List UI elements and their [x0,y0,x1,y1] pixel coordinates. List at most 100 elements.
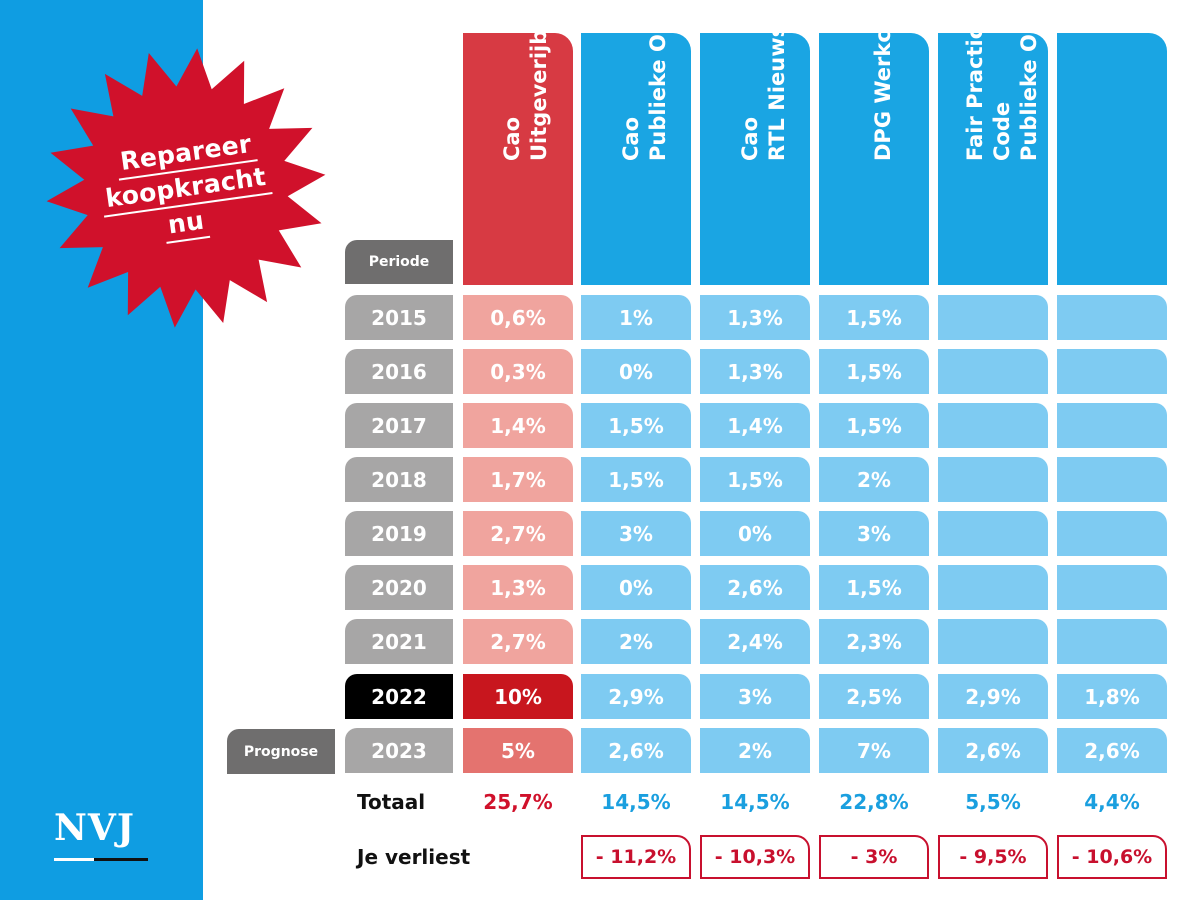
table-cell: 2,9% [938,674,1048,719]
table-cell: 1,5% [581,403,691,448]
table-cell [938,511,1048,556]
table-cell [1057,511,1167,556]
table-cell: 2,6% [700,565,810,610]
table-cell: 2,6% [938,728,1048,773]
totaal-value: 14,5% [601,790,671,814]
column-header-label: DPG Werkcode [828,0,938,161]
loss-value: - 3% [819,835,929,879]
column-header-line: Publieke Omroep [646,0,670,161]
table-cell [1057,403,1167,448]
table-cell: 1,4% [463,403,573,448]
table-cell [938,403,1048,448]
totaal-label: Totaal [357,790,426,814]
column-header-3: Cao RTL Nieuws [738,25,929,285]
table-cell [1057,457,1167,502]
table-cell: 1,5% [819,295,929,340]
loss-value: - 10,6% [1057,835,1167,879]
table-cell: 0% [581,349,691,394]
table-cell: 1,3% [700,349,810,394]
table-cell: 1,5% [819,403,929,448]
verlies-label: Je verliest [357,845,471,869]
logo-underline [54,858,148,861]
loss-value: - 9,5% [938,835,1048,879]
totaal-value: 25,7% [483,790,553,814]
column-header-line: Uitgeverijbedrijf [527,0,551,161]
totaal-value: 4,4% [1084,790,1140,814]
column-header-line: DPG Werkcode [870,0,895,161]
table-cell: 1,5% [700,457,810,502]
table-cell: 0% [581,565,691,610]
table-cell [1057,619,1167,664]
table-cell: 2,9% [581,674,691,719]
table-cell: 2,7% [463,619,573,664]
column-header-1: Cao Uitgeverijbedrijf [500,0,691,285]
table-cell [938,619,1048,664]
loss-value: - 10,3% [700,835,810,879]
table-cell: 3% [819,511,929,556]
table-cell: 2,6% [1057,728,1167,773]
year-cell: 2015 [345,295,453,340]
table-cell: 2,6% [581,728,691,773]
column-header-0: Inflatie [396,33,573,285]
table-cell [1057,349,1167,394]
table-cell: 2% [700,728,810,773]
table-cell: 2,4% [700,619,810,664]
year-cell: 2022 [345,674,453,719]
table-cell [938,457,1048,502]
table-cell: 5% [463,728,573,773]
year-cell: 2020 [345,565,453,610]
table-cell: 3% [700,674,810,719]
periode-label: Periode [345,240,453,284]
table-cell: 1,5% [819,565,929,610]
table-cell [938,565,1048,610]
table-cell: 1,3% [463,565,573,610]
year-cell: 2023 [345,728,453,773]
column-header-line: Cao [500,116,524,161]
column-header-label: Fair Practice Code Publieke Omroep [947,0,1057,161]
totaal-value: 14,5% [720,790,790,814]
table-cell [1057,565,1167,610]
table-cell: 1,5% [581,457,691,502]
totaal-value: 22,8% [839,790,909,814]
table-cell: 2% [819,457,929,502]
column-header-4: DPG Werkcode [871,0,1048,285]
column-header-line: Cao [619,116,643,161]
logo-text: NVJ [54,807,135,849]
column-header-line: Fair Practice [962,12,987,161]
column-header-line: Cao [738,116,762,161]
table-cell: 1,3% [700,295,810,340]
column-header-label: Inflatie [353,0,463,161]
table-cell: 2% [581,619,691,664]
column-header-label: Cao Publieke Omroep [590,0,700,161]
table-cell: 2,7% [463,511,573,556]
totaal-value: 5,5% [965,790,1021,814]
starburst-shape [46,48,326,328]
loss-value: - 11,2% [581,835,691,879]
nvj-logo: NVJ [54,807,148,861]
column-header-label: Cao Uitgeverijbedrijf [471,0,581,161]
column-header-line: RTL Nieuws [765,24,789,161]
year-cell: 2017 [345,403,453,448]
column-header-2: Cao Publieke Omroep [619,0,810,285]
column-header-line: Code [989,101,1014,161]
year-cell: 2016 [345,349,453,394]
table-cell [938,349,1048,394]
badge-text: Repareer koopkracht nu [40,42,332,334]
year-cell: 2018 [345,457,453,502]
year-cell: 2021 [345,619,453,664]
column-header-line: Publieke Omroep [1016,0,1041,161]
table-cell: 3% [581,511,691,556]
prognose-label: Prognose [227,729,335,774]
column-header-5: Fair Practice Code Publieke Omroep [963,0,1167,285]
table-cell: 10% [463,674,573,719]
table-cell: 1,5% [819,349,929,394]
table-cell: 1,7% [463,457,573,502]
table-cell: 0% [700,511,810,556]
starburst-badge [46,48,326,328]
table-cell: 2,5% [819,674,929,719]
table-cell: 0,6% [463,295,573,340]
table-cell: 0,3% [463,349,573,394]
badge-line-3: nu [161,202,211,244]
table-cell [1057,295,1167,340]
table-cell [938,295,1048,340]
